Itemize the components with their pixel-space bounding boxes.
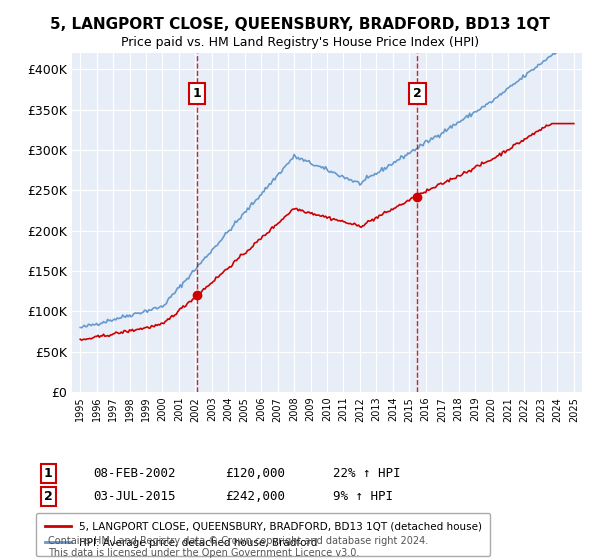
Text: 08-FEB-2002: 08-FEB-2002: [93, 466, 176, 480]
Text: 1: 1: [193, 87, 202, 100]
Text: 03-JUL-2015: 03-JUL-2015: [93, 490, 176, 503]
Text: Price paid vs. HM Land Registry's House Price Index (HPI): Price paid vs. HM Land Registry's House …: [121, 36, 479, 49]
Text: 22% ↑ HPI: 22% ↑ HPI: [333, 466, 401, 480]
Text: 2: 2: [413, 87, 422, 100]
Legend: 5, LANGPORT CLOSE, QUEENSBURY, BRADFORD, BD13 1QT (detached house), HPI: Average: 5, LANGPORT CLOSE, QUEENSBURY, BRADFORD,…: [37, 514, 490, 556]
Text: Contains HM Land Registry data © Crown copyright and database right 2024.
This d: Contains HM Land Registry data © Crown c…: [48, 536, 428, 558]
Text: £120,000: £120,000: [225, 466, 285, 480]
Text: £242,000: £242,000: [225, 490, 285, 503]
Text: 1: 1: [44, 466, 52, 480]
Text: 2: 2: [44, 490, 52, 503]
Text: 5, LANGPORT CLOSE, QUEENSBURY, BRADFORD, BD13 1QT: 5, LANGPORT CLOSE, QUEENSBURY, BRADFORD,…: [50, 17, 550, 32]
Text: 9% ↑ HPI: 9% ↑ HPI: [333, 490, 393, 503]
